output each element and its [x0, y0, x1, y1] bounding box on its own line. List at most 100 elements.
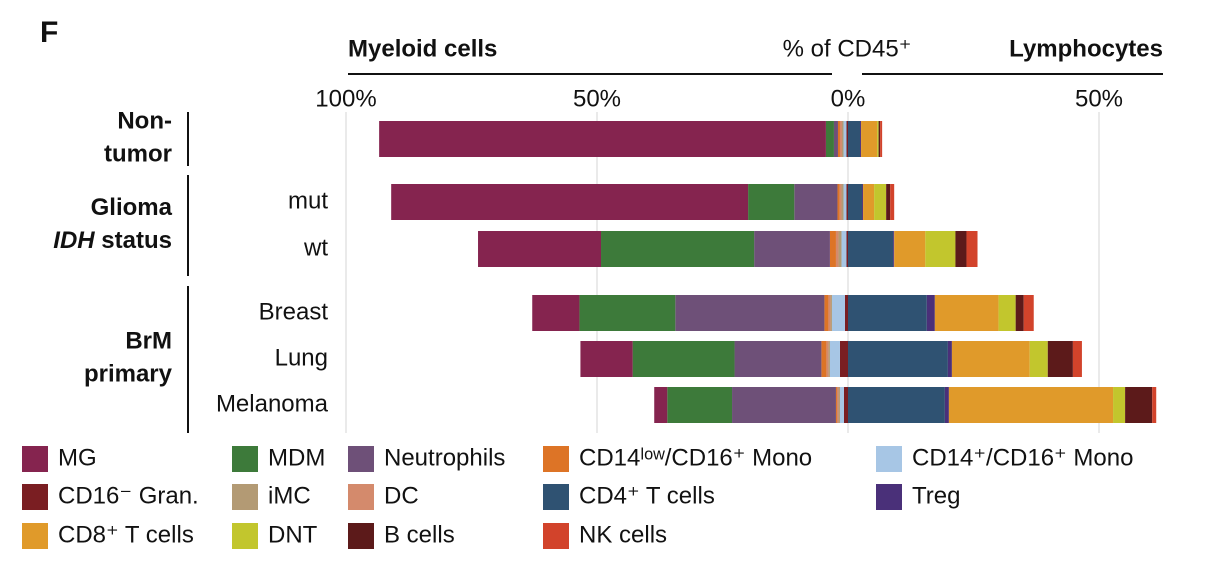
bar-segment: [837, 121, 840, 157]
bar-segment: [934, 295, 999, 331]
bar-segment: [948, 387, 1114, 423]
x-tick-label: 50%: [573, 85, 621, 112]
bar-segment: [843, 387, 848, 423]
legend-label: DNT: [268, 521, 318, 548]
legend-swatch: [543, 523, 569, 549]
group-label-part: BrM: [125, 328, 172, 355]
bar-segment: [848, 295, 927, 331]
x-tick-label: 50%: [1075, 85, 1123, 112]
category-label: mut: [288, 187, 328, 214]
bar-segment: [844, 295, 848, 331]
group-label: tumor: [104, 141, 172, 168]
legend-label: MDM: [268, 444, 325, 471]
bar-segment: [1152, 387, 1157, 423]
bar-segment: [947, 341, 952, 377]
group-label: primary: [84, 361, 173, 388]
bar-segment: [843, 121, 847, 157]
grid: [345, 112, 1100, 433]
group-label: IDH status: [53, 227, 172, 254]
bar-segment: [748, 184, 795, 220]
legend-label: iMC: [268, 482, 311, 509]
bar-segment: [829, 341, 840, 377]
bar-segment: [839, 121, 842, 157]
group-label: Glioma: [91, 194, 173, 221]
bar-segment: [848, 184, 863, 220]
bar-segment: [880, 121, 883, 157]
bar-segment: [579, 295, 676, 331]
bar-segment: [837, 184, 840, 220]
bar-segment: [846, 184, 848, 220]
bar-segment: [1015, 295, 1024, 331]
bar-segment: [835, 387, 837, 423]
group-label-part: Non-: [117, 108, 172, 135]
bar-segment: [1113, 387, 1126, 423]
legend-swatch: [348, 523, 374, 549]
bar-segment: [944, 387, 949, 423]
legend-label: MG: [58, 444, 97, 471]
category-label: Lung: [275, 344, 328, 371]
legend-swatch: [543, 446, 569, 472]
bar-segment: [841, 231, 847, 267]
group-label-part: tumor: [104, 141, 172, 168]
bar-segment: [841, 121, 844, 157]
bar-segment: [824, 295, 829, 331]
legend-swatch: [876, 446, 902, 472]
bar-segment: [874, 184, 887, 220]
bar-segment: [848, 387, 945, 423]
bar-segment: [890, 184, 895, 220]
bar-segment: [862, 184, 864, 220]
bar-segment: [1029, 341, 1048, 377]
bar-segment: [830, 295, 832, 331]
bar-segment: [754, 231, 830, 267]
bar-segment: [829, 231, 836, 267]
legend-label: B cells: [384, 521, 455, 548]
bar-segment: [877, 121, 879, 157]
bar-segment: [838, 387, 840, 423]
bar-segment: [580, 341, 633, 377]
panel-label: F: [40, 16, 58, 49]
bar-segment: [1125, 387, 1153, 423]
category-label: wt: [303, 234, 328, 261]
bar-segment: [839, 387, 844, 423]
group-label-part: Glioma: [91, 194, 173, 221]
bar-segment: [860, 121, 862, 157]
group-label-part: primary: [84, 361, 173, 388]
group-label-part: IDH: [53, 227, 95, 254]
group-label: Non-: [117, 108, 172, 135]
legend-label: CD8⁺ T cells: [58, 521, 194, 548]
bar-segment: [926, 295, 935, 331]
bar-segment: [835, 231, 839, 267]
legend-label: NK cells: [579, 521, 667, 548]
bar-segment: [828, 295, 831, 331]
bar-segment: [838, 231, 842, 267]
bar-segment: [836, 387, 839, 423]
bar-segment: [1023, 295, 1034, 331]
x-tick-label: 100%: [315, 85, 376, 112]
bar-segment: [821, 341, 827, 377]
bar-segment: [379, 121, 826, 157]
bar-segment: [654, 387, 668, 423]
bar-segment: [841, 184, 844, 220]
bar-segment: [846, 231, 848, 267]
bar-segment: [532, 295, 580, 331]
legend-swatch: [22, 484, 48, 510]
legend-swatch: [348, 484, 374, 510]
legend-label: CD4⁺ T cells: [579, 482, 715, 509]
legend-swatch: [22, 446, 48, 472]
legend-swatch: [232, 484, 258, 510]
bar-segment: [826, 341, 829, 377]
axis-title: % of CD45⁺: [783, 35, 912, 62]
bar-segment: [839, 341, 848, 377]
bar-segment: [794, 184, 838, 220]
bar-segment: [893, 231, 895, 267]
bar-segment: [732, 387, 836, 423]
category-label: Breast: [259, 298, 329, 325]
group-label-part: status: [95, 227, 172, 254]
bar-segment: [1072, 341, 1082, 377]
bar-segment: [734, 341, 822, 377]
bar-segment: [833, 121, 838, 157]
legend-swatch: [232, 446, 258, 472]
bar-segment: [955, 231, 967, 267]
bar-segment: [878, 121, 881, 157]
